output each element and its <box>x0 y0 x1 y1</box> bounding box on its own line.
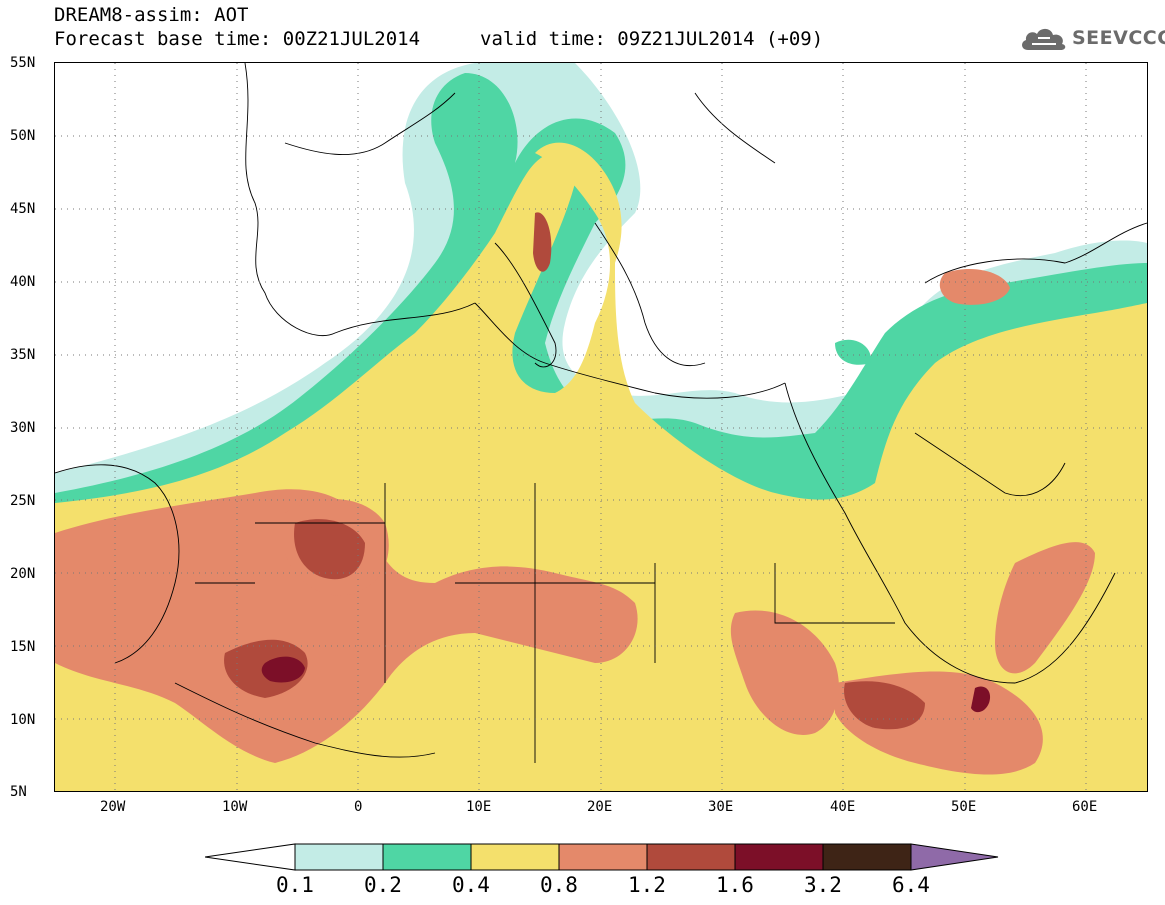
colorbar-label-0.8: 0.8 <box>540 873 578 897</box>
seevccc-logo: SEEVCCC <box>1018 22 1165 56</box>
aot-band-0.8-1.2 <box>55 268 1095 775</box>
lat-label-40n: 40N <box>10 274 36 290</box>
logo-text: SEEVCCC <box>1072 27 1165 49</box>
lon-label-60e: 60E <box>1072 799 1098 815</box>
lon-label-10w: 10W <box>222 799 248 815</box>
colorbar-box-1.6-3.2 <box>734 843 824 871</box>
cloud-icon <box>1022 28 1066 50</box>
colorbar-label-3.2: 3.2 <box>804 873 842 897</box>
colorbar-box-0.8-1.2 <box>558 843 648 871</box>
lon-label-20e: 20E <box>587 799 613 815</box>
colorbar-box-1.2-1.6 <box>646 843 736 871</box>
colorbar-low-triangle <box>205 843 296 871</box>
colorbar-label-1.2: 1.2 <box>628 873 666 897</box>
colorbar-label-0.1: 0.1 <box>276 873 314 897</box>
colorbar-high-triangle <box>910 843 999 871</box>
colorbar-label-0.2: 0.2 <box>364 873 402 897</box>
aot-field-map <box>55 63 1147 791</box>
lon-label-10e: 10E <box>466 799 492 815</box>
aot-band-1.6-3.2 <box>261 656 991 713</box>
lon-label-0: 0 <box>354 799 363 815</box>
lat-label-5n: 5N <box>10 784 27 800</box>
graticule <box>55 63 1147 791</box>
lat-label-20n: 20N <box>10 566 36 582</box>
lon-label-20w: 20W <box>100 799 126 815</box>
lat-label-35n: 35N <box>10 347 36 363</box>
lat-label-10n: 10N <box>10 712 36 728</box>
colorbar-label-1.6: 1.6 <box>716 873 754 897</box>
lat-label-25n: 25N <box>10 493 36 509</box>
valid-time: valid time: 09Z21JUL2014 (+09) <box>480 28 824 50</box>
coastlines <box>55 63 1147 763</box>
colorbar-box-3.2-6.4 <box>822 843 912 871</box>
map-title: DREAM8-assim: AOT <box>54 4 249 26</box>
colorbar-label-6.4: 6.4 <box>892 873 930 897</box>
lat-label-55n: 55N <box>10 55 36 71</box>
colorbar-box-0.1-0.2 <box>294 843 384 871</box>
colorbar-box-0.4-0.8 <box>470 843 560 871</box>
lat-label-15n: 15N <box>10 639 36 655</box>
lon-label-50e: 50E <box>951 799 977 815</box>
lat-label-30n: 30N <box>10 420 36 436</box>
lon-label-40e: 40E <box>830 799 856 815</box>
colorbar-box-0.2-0.4 <box>382 843 472 871</box>
aot-colorbar <box>205 843 999 871</box>
lon-label-30e: 30E <box>708 799 734 815</box>
lat-label-50n: 50N <box>10 128 36 144</box>
map-area <box>54 62 1148 792</box>
lat-label-45n: 45N <box>10 201 36 217</box>
forecast-base-time: Forecast base time: 00Z21JUL2014 <box>54 28 421 50</box>
colorbar-label-0.4: 0.4 <box>452 873 490 897</box>
